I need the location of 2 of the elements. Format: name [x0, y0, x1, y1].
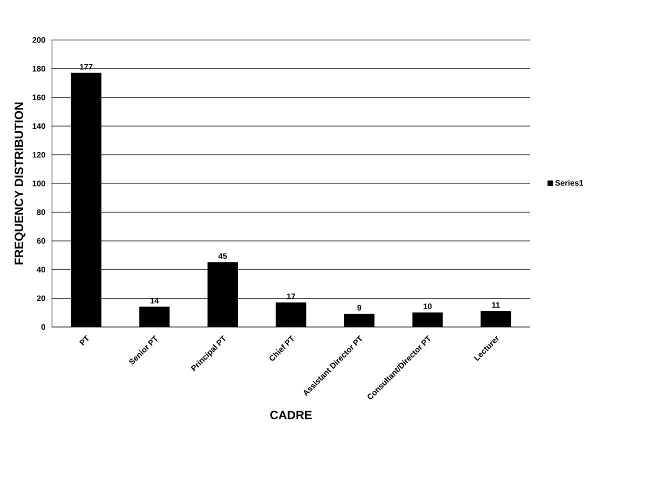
x-axis-title: CADRE: [270, 410, 312, 420]
y-axis-title: FREQUENCY DISTRIBUTION: [14, 102, 26, 264]
